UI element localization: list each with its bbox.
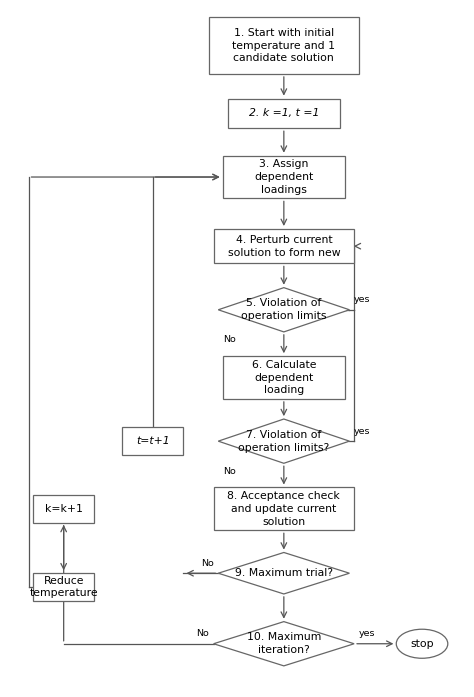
- Text: 10. Maximum
iteration?: 10. Maximum iteration?: [246, 632, 321, 655]
- Text: stop: stop: [410, 638, 434, 649]
- Text: Reduce
temperature: Reduce temperature: [29, 576, 98, 599]
- FancyBboxPatch shape: [228, 98, 340, 128]
- Text: No: No: [223, 335, 236, 344]
- FancyBboxPatch shape: [122, 427, 183, 455]
- Text: t=t+1: t=t+1: [136, 436, 170, 446]
- FancyBboxPatch shape: [33, 573, 94, 601]
- Text: 2. k =1, t =1: 2. k =1, t =1: [249, 109, 319, 118]
- Text: 1. Start with initial
temperature and 1
candidate solution: 1. Start with initial temperature and 1 …: [232, 28, 335, 63]
- FancyBboxPatch shape: [214, 487, 354, 530]
- Polygon shape: [218, 288, 349, 332]
- Text: 5. Violation of
operation limits: 5. Violation of operation limits: [241, 298, 327, 321]
- FancyBboxPatch shape: [33, 495, 94, 523]
- FancyBboxPatch shape: [223, 356, 345, 399]
- Text: k=k+1: k=k+1: [45, 504, 82, 514]
- Text: yes: yes: [359, 629, 375, 638]
- Text: No: No: [223, 467, 236, 476]
- FancyBboxPatch shape: [214, 229, 354, 263]
- FancyBboxPatch shape: [209, 17, 359, 74]
- Polygon shape: [218, 553, 349, 594]
- Text: yes: yes: [354, 427, 371, 436]
- Ellipse shape: [396, 629, 448, 658]
- Polygon shape: [218, 419, 349, 464]
- Text: 7. Violation of
operation limits?: 7. Violation of operation limits?: [238, 430, 329, 452]
- Text: 3. Assign
dependent
loadings: 3. Assign dependent loadings: [254, 159, 313, 195]
- FancyBboxPatch shape: [223, 155, 345, 199]
- Text: No: No: [201, 559, 214, 567]
- Text: No: No: [196, 629, 209, 638]
- Polygon shape: [214, 622, 354, 666]
- Text: 9. Maximum trial?: 9. Maximum trial?: [235, 568, 333, 579]
- Text: 6. Calculate
dependent
loading: 6. Calculate dependent loading: [252, 360, 316, 395]
- Text: 4. Perturb current
solution to form new: 4. Perturb current solution to form new: [228, 235, 340, 258]
- Text: yes: yes: [354, 296, 371, 305]
- Text: 8. Acceptance check
and update current
solution: 8. Acceptance check and update current s…: [228, 491, 340, 527]
